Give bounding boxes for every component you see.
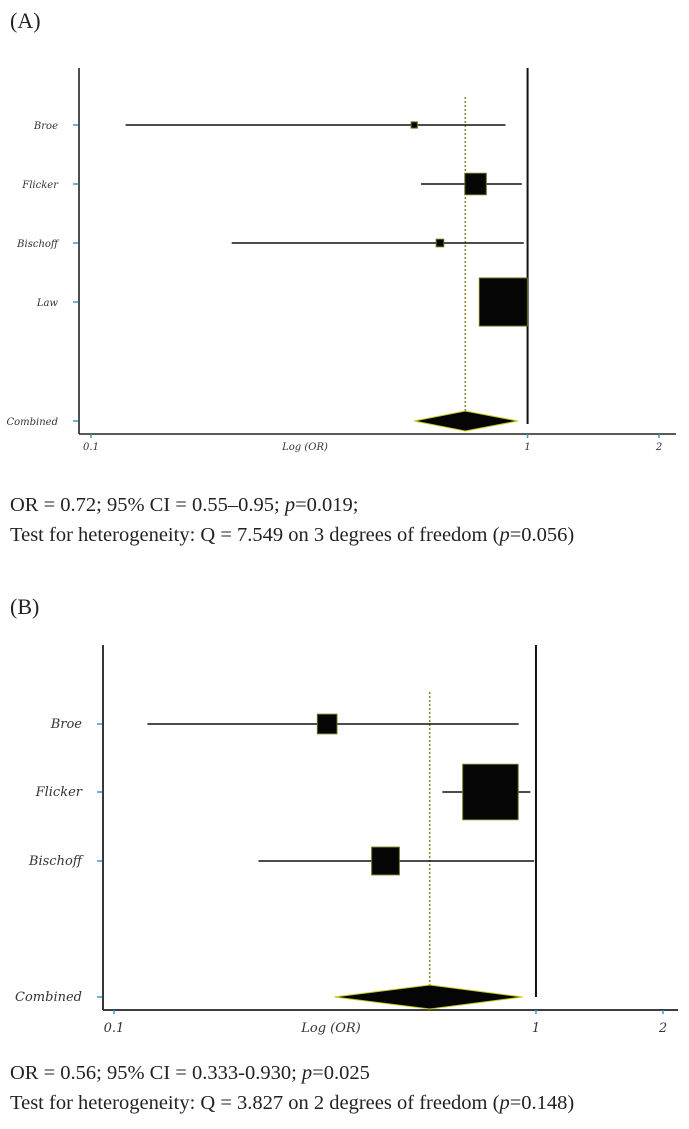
pb-weight-box-bischoff <box>371 846 400 876</box>
pb-study-label-flicker: Flicker <box>35 785 83 800</box>
pa-weight-box-law <box>478 277 528 327</box>
stats-b: OR = 0.56; 95% CI = 0.333-0.930; p=0.025… <box>10 1058 574 1118</box>
pa-x-axis-label: Log (OR) <box>281 442 328 453</box>
pa-study-label-law: Law <box>36 298 59 309</box>
stats-a-line2: Test for heterogeneity: Q = 7.549 on 3 d… <box>10 524 575 546</box>
pa-weight-box-flicker <box>464 172 487 196</box>
pa-x-tick-label-1: 1 <box>524 442 530 453</box>
pb-x-axis-label: Log (OR) <box>300 1021 361 1036</box>
pa-study-label-flicker: Flicker <box>21 180 59 191</box>
panel-b-label: (B) <box>10 594 40 619</box>
panel-a-label: (A) <box>10 8 41 33</box>
stats-b-line1: OR = 0.56; 95% CI = 0.333-0.930; p=0.025 <box>10 1062 370 1084</box>
pa-weight-box-broe <box>410 121 418 129</box>
pb-combined-label: Combined <box>15 990 82 1005</box>
pa-combined-diamond <box>414 410 518 432</box>
pa-study-label-bischoff: Bischoff <box>16 239 60 250</box>
stats-b-line2: Test for heterogeneity: Q = 3.827 on 2 d… <box>10 1092 575 1114</box>
pa-study-label-broe: Broe <box>33 121 58 132</box>
pb-weight-box-flicker <box>462 763 519 821</box>
stats-a-line1: OR = 0.72; 95% CI = 0.55–0.95; p=0.019; <box>10 494 359 516</box>
pa-x-tick-label-0: 0.1 <box>83 442 99 453</box>
pb-combined-diamond <box>334 984 523 1010</box>
pb-x-tick-label-2: 2 <box>658 1021 667 1036</box>
pa-weight-box-bischoff <box>435 238 445 248</box>
pb-study-label-bischoff: Bischoff <box>28 854 85 869</box>
pb-x-tick-label-0: 0.1 <box>104 1021 125 1036</box>
pb-study-label-broe: Broe <box>50 717 83 732</box>
forest-plot-a: 0.1 1 2 Log (OR) Broe Flicker Bischoff Law Combi… <box>6 68 676 453</box>
pb-x-tick-label-1: 1 <box>532 1021 540 1036</box>
pa-combined-label: Combined <box>6 417 58 428</box>
pb-weight-box-broe <box>316 713 338 735</box>
pa-x-tick-label-2: 2 <box>655 442 662 453</box>
stats-a: OR = 0.72; 95% CI = 0.55–0.95; p=0.019; … <box>10 490 574 550</box>
